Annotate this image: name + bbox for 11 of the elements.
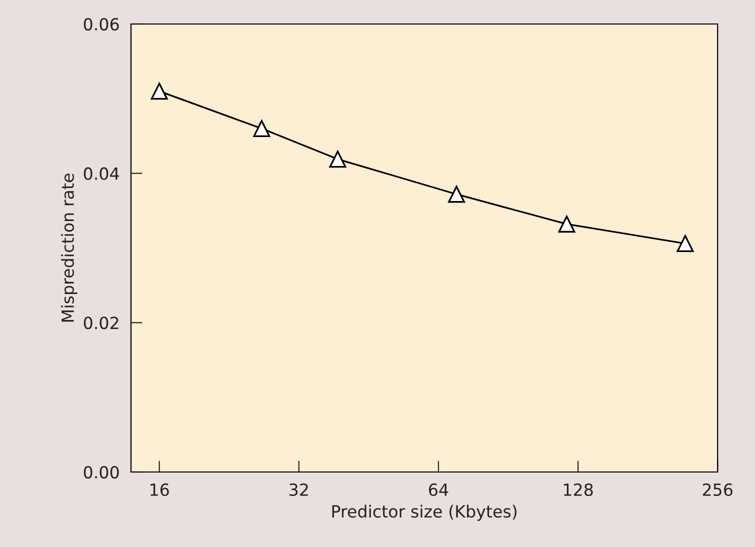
- y-tick-label: 0.00: [84, 466, 119, 479]
- x-tick-label: 128: [564, 483, 593, 496]
- y-tick-label: 0.04: [84, 167, 119, 180]
- x-tick-label: 16: [150, 483, 169, 496]
- y-axis-title: Misprediction rate: [61, 174, 78, 322]
- y-tick-label: 0.02: [84, 316, 118, 330]
- y-tick-label: 0.06: [84, 18, 119, 31]
- x-tick-label: 32: [290, 483, 308, 496]
- x-tick-label: 256: [702, 483, 732, 496]
- x-axis-title: Predictor size (Kbytes): [332, 504, 516, 521]
- x-tick-label: 64: [429, 483, 448, 496]
